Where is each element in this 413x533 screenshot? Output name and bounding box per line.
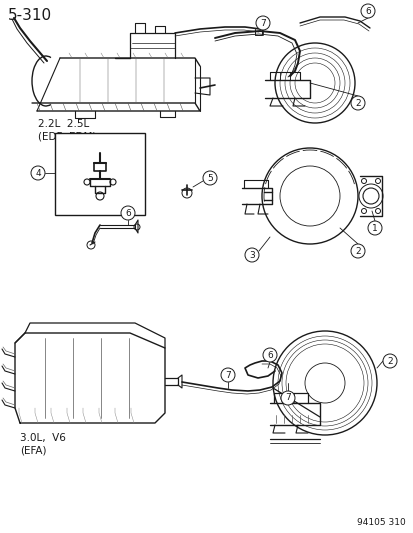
Text: 7: 7 — [259, 19, 265, 28]
Text: 6: 6 — [125, 208, 131, 217]
Text: 1: 1 — [371, 223, 377, 232]
Text: 2: 2 — [354, 246, 360, 255]
Text: 94105 310: 94105 310 — [356, 518, 405, 527]
Text: 3.0L,  V6
(EFA): 3.0L, V6 (EFA) — [20, 433, 66, 455]
Bar — [55, 133, 145, 215]
Text: 2: 2 — [354, 99, 360, 108]
Circle shape — [244, 248, 259, 262]
Text: 5-310: 5-310 — [8, 8, 52, 23]
Circle shape — [221, 368, 235, 382]
Circle shape — [31, 166, 45, 180]
Text: 3: 3 — [249, 251, 254, 260]
Circle shape — [202, 171, 216, 185]
Circle shape — [280, 391, 294, 405]
Circle shape — [367, 221, 381, 235]
Circle shape — [360, 4, 374, 18]
Text: 7: 7 — [285, 393, 290, 402]
Text: 6: 6 — [266, 351, 272, 359]
Circle shape — [255, 16, 269, 30]
Circle shape — [121, 206, 135, 220]
Text: 6: 6 — [364, 6, 370, 15]
Text: 2: 2 — [386, 357, 392, 366]
Text: 2.2L  2.5L
(EDF, EDM): 2.2L 2.5L (EDF, EDM) — [38, 119, 96, 141]
Circle shape — [350, 96, 364, 110]
Text: 5: 5 — [206, 174, 212, 182]
Text: 4: 4 — [35, 168, 41, 177]
Circle shape — [262, 348, 276, 362]
Circle shape — [382, 354, 396, 368]
Text: 7: 7 — [225, 370, 230, 379]
Circle shape — [350, 244, 364, 258]
